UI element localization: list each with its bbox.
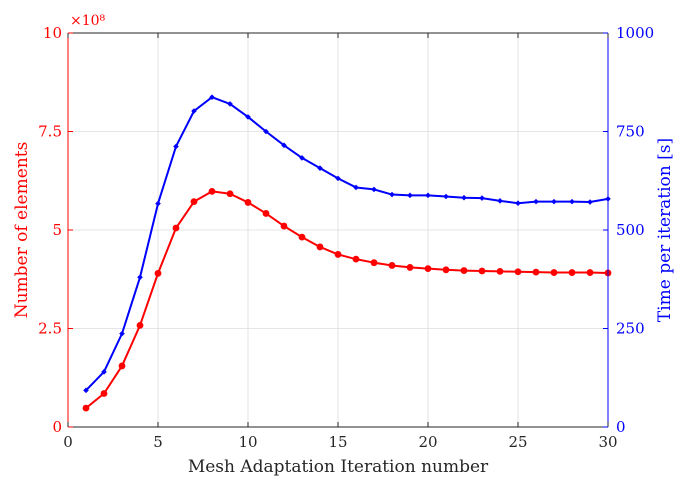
- time-data-point: [407, 192, 413, 199]
- time-data-point: [569, 198, 575, 205]
- elements-data-point: [388, 262, 396, 269]
- series-layer: [82, 94, 612, 412]
- time-data-point: [191, 108, 197, 114]
- elements-data-point: [406, 264, 414, 271]
- elements-data-point: [532, 268, 540, 276]
- elements-data-point: [568, 269, 576, 276]
- x-tick-label: 0: [63, 433, 73, 451]
- left-y-tick-label: 5: [52, 221, 62, 239]
- elements-data-point: [226, 190, 234, 198]
- left-y-tick-label: 0: [52, 418, 62, 436]
- left-y-tick-label: 10: [43, 24, 62, 42]
- time-data-point: [353, 184, 359, 191]
- right-y-tick-label: 500: [616, 221, 645, 239]
- labels: 0 5 10 15 20 25 3002.557.51002505007501000×10⁸…: [12, 13, 675, 477]
- left-y-tick-label: 2.5: [38, 320, 62, 338]
- x-tick-label: 25: [508, 433, 527, 451]
- time-data-point: [533, 198, 539, 205]
- time-data-point: [119, 330, 125, 337]
- elements-data-point: [478, 267, 486, 275]
- elements-data-point: [424, 265, 432, 273]
- x-tick-label: 15: [328, 433, 347, 451]
- right-y-tick-label: 1000: [616, 24, 654, 42]
- elements-data-point: [280, 222, 288, 230]
- time-data-point: [371, 186, 377, 193]
- elements-data-point: [82, 404, 90, 412]
- right-y-tick-label: 250: [616, 320, 645, 338]
- elements-data-point: [586, 269, 594, 276]
- time-data-point: [227, 101, 233, 107]
- elements-data-point: [334, 251, 342, 258]
- elements-data-point: [370, 259, 378, 267]
- elements-data-point: [244, 199, 252, 206]
- elements-data-point: [316, 243, 324, 251]
- time-data-point: [461, 194, 467, 201]
- time-series-line: [85, 96, 609, 392]
- left-y-tick-label: 7.5: [38, 123, 62, 141]
- time-data-point: [479, 195, 485, 201]
- elements-data-point: [298, 233, 306, 241]
- elements-data-point: [550, 269, 558, 276]
- left-y-axis-title: Number of elements: [12, 142, 32, 319]
- x-tick-label: 30: [598, 433, 617, 451]
- elements-data-point: [100, 390, 108, 397]
- elements-data-point: [460, 267, 468, 274]
- time-data-point: [335, 175, 341, 182]
- x-axis-title: Mesh Adaptation Iteration number: [188, 457, 489, 477]
- time-data-point: [245, 114, 251, 120]
- elements-data-point: [154, 269, 162, 277]
- time-data-point: [551, 198, 557, 205]
- elements-data-point: [514, 268, 522, 276]
- time-data-point: [101, 369, 107, 375]
- time-data-point: [155, 200, 161, 207]
- elements-data-point: [172, 224, 180, 232]
- elements-data-point: [190, 198, 198, 206]
- time-data-point: [443, 193, 449, 200]
- left-axis-multiplier: ×10⁸: [70, 13, 106, 29]
- time-data-point: [389, 191, 395, 198]
- x-tick-label: 5: [153, 433, 163, 451]
- time-data-point: [209, 94, 215, 101]
- time-data-point: [137, 274, 143, 281]
- right-y-tick-label: 0: [616, 418, 626, 436]
- elements-data-point: [208, 187, 216, 195]
- time-data-point: [299, 155, 305, 161]
- time-data-point: [497, 198, 503, 204]
- elements-data-point: [262, 210, 270, 217]
- time-data-point: [263, 128, 269, 135]
- x-tick-label: 10: [238, 433, 257, 451]
- time-data-point: [173, 143, 179, 150]
- elements-data-point: [136, 321, 144, 329]
- elements-data-point: [352, 255, 360, 263]
- grid: [68, 33, 608, 427]
- time-data-point: [425, 192, 431, 199]
- axes: [67, 32, 609, 428]
- time-data-point: [317, 165, 323, 171]
- time-data-point: [281, 142, 287, 149]
- right-y-axis-title: Time per iteration [s]: [655, 138, 675, 322]
- elements-data-point: [442, 266, 450, 274]
- x-tick-label: 20: [418, 433, 437, 451]
- time-data-point: [515, 200, 521, 207]
- right-y-tick-label: 750: [616, 123, 645, 141]
- elements-data-point: [496, 267, 504, 275]
- elements-data-point: [118, 362, 126, 370]
- time-data-point: [587, 199, 593, 205]
- time-data-point: [83, 387, 89, 394]
- elements-series-line: [85, 190, 609, 409]
